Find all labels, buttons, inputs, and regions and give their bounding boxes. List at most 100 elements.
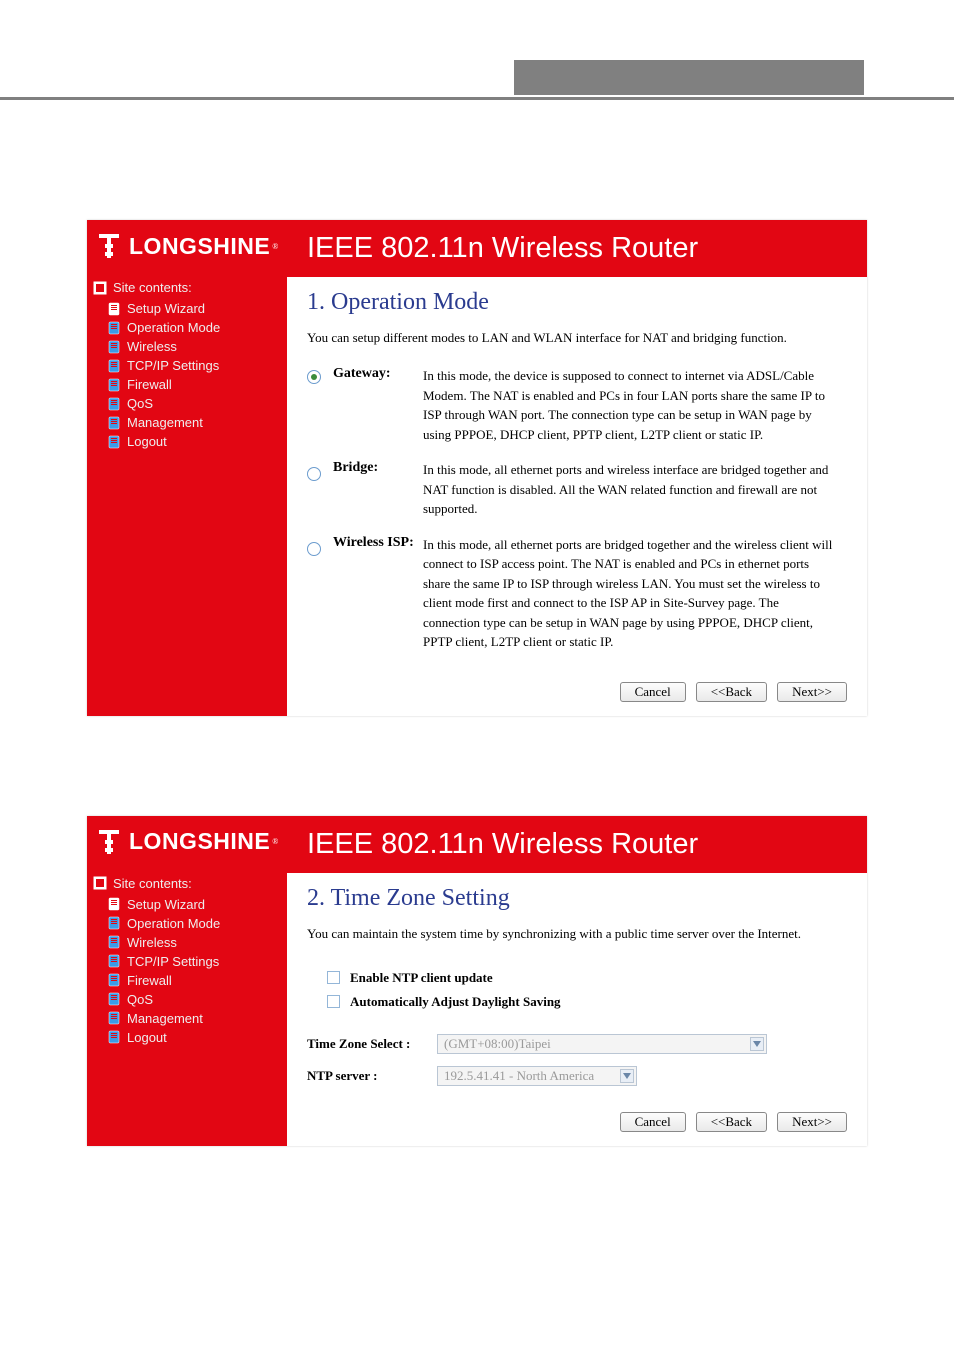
registered-icon: ® [272,837,278,846]
page-icon [107,302,121,316]
page-title: IEEE 802.11n Wireless Router [287,220,867,277]
mode-radio[interactable] [307,467,321,481]
sidebar-item-qos[interactable]: QoS [87,990,287,1009]
page-icon [107,378,121,392]
mode-radio[interactable] [307,370,321,384]
sidebar-item-label: Logout [127,1030,167,1045]
section-heading: 2. Time Zone Setting [287,873,867,918]
page-icon [107,973,121,987]
sidebar-item-label: Management [127,1011,203,1026]
tree-root-icon [93,281,107,295]
page-icon [107,359,121,373]
page-icon [107,321,121,335]
mode-description: In this mode, all ethernet ports are bri… [423,535,847,652]
content-pane: IEEE 802.11n Wireless Router 1. Operatio… [287,220,867,716]
sidebar-item-wireless[interactable]: Wireless [87,933,287,952]
page-icon [107,397,121,411]
mode-row-gateway-: Gateway:In this mode, the device is supp… [307,360,847,454]
sidebar-heading: Site contents: [87,276,287,299]
timezone-select[interactable]: (GMT+08:00)Taipei [437,1034,767,1054]
longshine-logon-icon [95,230,123,262]
ntp-server-select[interactable]: 192.5.41.41 - North America [437,1066,637,1086]
sidebar-item-label: Setup Wizard [127,301,205,316]
brand-name: LONGSHINE [129,233,270,260]
next-button[interactable]: Next>> [777,682,847,702]
sidebar-item-operation-mode[interactable]: Operation Mode [87,914,287,933]
sidebar-item-qos[interactable]: QoS [87,394,287,413]
chevron-down-icon [750,1037,764,1051]
auto-dst-row[interactable]: Automatically Adjust Daylight Saving [307,990,847,1014]
sidebar-item-operation-mode[interactable]: Operation Mode [87,318,287,337]
page-icon [107,1011,121,1025]
page-icon [107,992,121,1006]
router-panel-timezone: LONGSHINE ® Site contents: Setup Wizard O… [87,816,867,1146]
mode-description: In this mode, all ethernet ports and wir… [423,460,847,519]
timezone-value: (GMT+08:00)Taipei [444,1036,551,1051]
brand-logo: LONGSHINE ® [87,220,287,276]
sidebar-item-setup-wizard[interactable]: Setup Wizard [87,895,287,914]
sidebar-item-label: Wireless [127,935,177,950]
brand-name: LONGSHINE [129,828,270,855]
page-icon [107,935,121,949]
page-icon [107,916,121,930]
ntp-server-value: 192.5.41.41 - North America [444,1068,594,1083]
sidebar-item-label: Operation Mode [127,916,220,931]
ntp-server-row: NTP server : 192.5.41.41 - North America [287,1060,867,1092]
mode-row-wireless-isp-: Wireless ISP:In this mode, all ethernet … [307,529,847,662]
page-icon [107,435,121,449]
mode-label: Wireless ISP: [333,535,423,652]
ntp-server-label: NTP server : [307,1068,437,1084]
doc-top-bar [0,60,954,100]
chevron-down-icon [620,1069,634,1083]
sidebar-item-tcp-ip-settings[interactable]: TCP/IP Settings [87,356,287,375]
content-pane: IEEE 802.11n Wireless Router 2. Time Zon… [287,816,867,1146]
enable-ntp-checkbox[interactable] [327,971,340,984]
mode-row-bridge-: Bridge:In this mode, all ethernet ports … [307,454,847,529]
brand-logo: LONGSHINE ® [87,816,287,872]
next-button[interactable]: Next>> [777,1112,847,1132]
timezone-label: Time Zone Select : [307,1036,437,1052]
back-button[interactable]: <<Back [696,682,767,702]
page-title: IEEE 802.11n Wireless Router [287,816,867,873]
mode-label: Gateway: [333,366,423,444]
cancel-button[interactable]: Cancel [620,1112,686,1132]
timezone-row: Time Zone Select : (GMT+08:00)Taipei [287,1028,867,1060]
sidebar: LONGSHINE ® Site contents: Setup Wizard O… [87,816,287,1146]
sidebar-item-label: Management [127,415,203,430]
sidebar-item-label: QoS [127,992,153,1007]
sidebar-item-label: Operation Mode [127,320,220,335]
page-icon [107,954,121,968]
button-row: Cancel <<Back Next>> [287,662,867,716]
sidebar-item-firewall[interactable]: Firewall [87,971,287,990]
auto-dst-checkbox[interactable] [327,995,340,1008]
sidebar-item-tcp-ip-settings[interactable]: TCP/IP Settings [87,952,287,971]
sidebar-item-label: QoS [127,396,153,411]
back-button[interactable]: <<Back [696,1112,767,1132]
sidebar-item-logout[interactable]: Logout [87,1028,287,1047]
auto-dst-label: Automatically Adjust Daylight Saving [350,994,561,1010]
sidebar-item-label: TCP/IP Settings [127,358,219,373]
button-row: Cancel <<Back Next>> [287,1092,867,1146]
longshine-logon-icon [95,826,123,858]
section-description: You can setup different modes to LAN and… [287,322,867,360]
sidebar-item-firewall[interactable]: Firewall [87,375,287,394]
sidebar-item-label: Firewall [127,377,172,392]
operation-modes: Gateway:In this mode, the device is supp… [287,360,867,662]
sidebar: LONGSHINE ® Site contents: Setup Wizard O… [87,220,287,716]
page-icon [107,416,121,430]
cancel-button[interactable]: Cancel [620,682,686,702]
sidebar-heading-text: Site contents: [113,280,192,295]
sidebar-item-wireless[interactable]: Wireless [87,337,287,356]
mode-description: In this mode, the device is supposed to … [423,366,847,444]
sidebar-item-management[interactable]: Management [87,1009,287,1028]
page-icon [107,1030,121,1044]
mode-label: Bridge: [333,460,423,519]
sidebar-heading: Site contents: [87,872,287,895]
sidebar-item-logout[interactable]: Logout [87,432,287,451]
mode-radio[interactable] [307,542,321,556]
enable-ntp-row[interactable]: Enable NTP client update [307,966,847,990]
registered-icon: ® [272,242,278,251]
sidebar-item-management[interactable]: Management [87,413,287,432]
sidebar-item-setup-wizard[interactable]: Setup Wizard [87,299,287,318]
sidebar-item-label: Logout [127,434,167,449]
